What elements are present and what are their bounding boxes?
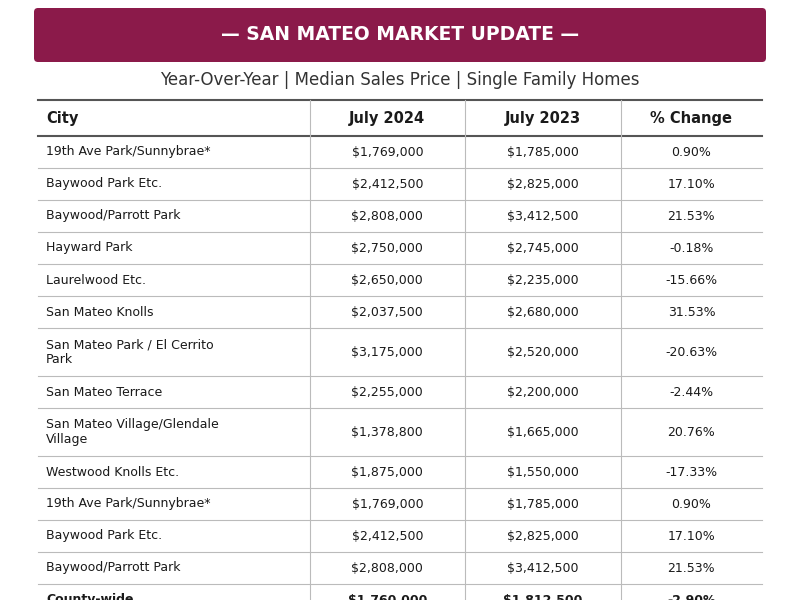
Text: $1,769,000: $1,769,000 (351, 145, 423, 158)
Text: Baywood Park Etc.: Baywood Park Etc. (46, 529, 162, 542)
Text: 21.53%: 21.53% (667, 209, 715, 223)
Text: $1,550,000: $1,550,000 (507, 466, 579, 479)
Text: 17.10%: 17.10% (667, 178, 715, 191)
Text: Baywood/Parrott Park: Baywood/Parrott Park (46, 209, 181, 223)
Text: San Mateo Terrace: San Mateo Terrace (46, 385, 162, 398)
Text: -17.33%: -17.33% (666, 466, 718, 479)
Text: $2,808,000: $2,808,000 (351, 562, 423, 575)
Text: $2,680,000: $2,680,000 (507, 305, 579, 319)
Text: $2,412,500: $2,412,500 (351, 178, 423, 191)
Text: City: City (46, 110, 78, 125)
Text: Park: Park (46, 353, 73, 365)
Text: 19th Ave Park/Sunnybrae*: 19th Ave Park/Sunnybrae* (46, 497, 210, 511)
Text: $3,412,500: $3,412,500 (507, 209, 578, 223)
Text: San Mateo Village/Glendale: San Mateo Village/Glendale (46, 418, 218, 431)
Text: 31.53%: 31.53% (667, 305, 715, 319)
Text: July 2024: July 2024 (350, 110, 426, 125)
Text: Baywood/Parrott Park: Baywood/Parrott Park (46, 562, 181, 575)
Text: San Mateo Park / El Cerrito: San Mateo Park / El Cerrito (46, 338, 214, 351)
Text: San Mateo Knolls: San Mateo Knolls (46, 305, 154, 319)
Text: County-wide: County-wide (46, 593, 134, 600)
Text: $3,175,000: $3,175,000 (351, 346, 423, 358)
Text: Village: Village (46, 433, 88, 446)
Text: 21.53%: 21.53% (667, 562, 715, 575)
Text: July 2023: July 2023 (505, 110, 581, 125)
Text: $2,412,500: $2,412,500 (351, 529, 423, 542)
Text: $2,037,500: $2,037,500 (351, 305, 423, 319)
Text: $1,785,000: $1,785,000 (507, 497, 579, 511)
Text: $2,750,000: $2,750,000 (351, 241, 423, 254)
Text: $1,760,000: $1,760,000 (348, 593, 427, 600)
Text: 20.76%: 20.76% (667, 425, 715, 439)
Text: -2.90%: -2.90% (667, 593, 716, 600)
Text: $2,200,000: $2,200,000 (507, 385, 579, 398)
Text: % Change: % Change (650, 110, 733, 125)
Text: 0.90%: 0.90% (671, 497, 711, 511)
Text: $1,769,000: $1,769,000 (351, 497, 423, 511)
Text: 17.10%: 17.10% (667, 529, 715, 542)
Text: $2,255,000: $2,255,000 (351, 385, 423, 398)
Text: -2.44%: -2.44% (670, 385, 714, 398)
Text: 19th Ave Park/Sunnybrae*: 19th Ave Park/Sunnybrae* (46, 145, 210, 158)
Text: $2,808,000: $2,808,000 (351, 209, 423, 223)
Text: -0.18%: -0.18% (670, 241, 714, 254)
Text: — SAN MATEO MARKET UPDATE —: — SAN MATEO MARKET UPDATE — (221, 25, 579, 44)
Text: $3,412,500: $3,412,500 (507, 562, 578, 575)
Text: -20.63%: -20.63% (666, 346, 718, 358)
Text: Hayward Park: Hayward Park (46, 241, 133, 254)
Text: Year-Over-Year | Median Sales Price | Single Family Homes: Year-Over-Year | Median Sales Price | Si… (160, 71, 640, 89)
Text: $2,650,000: $2,650,000 (351, 274, 423, 286)
FancyBboxPatch shape (34, 8, 766, 62)
Text: $1,875,000: $1,875,000 (351, 466, 423, 479)
Text: $1,665,000: $1,665,000 (507, 425, 579, 439)
Text: Westwood Knolls Etc.: Westwood Knolls Etc. (46, 466, 179, 479)
Text: Laurelwood Etc.: Laurelwood Etc. (46, 274, 146, 286)
Text: Baywood Park Etc.: Baywood Park Etc. (46, 178, 162, 191)
Text: $2,825,000: $2,825,000 (507, 529, 579, 542)
Text: $2,745,000: $2,745,000 (507, 241, 579, 254)
Text: 0.90%: 0.90% (671, 145, 711, 158)
Text: $1,378,800: $1,378,800 (351, 425, 423, 439)
Text: $1,812,500: $1,812,500 (503, 593, 582, 600)
Text: -15.66%: -15.66% (666, 274, 718, 286)
Text: $2,825,000: $2,825,000 (507, 178, 579, 191)
Text: $1,785,000: $1,785,000 (507, 145, 579, 158)
Text: $2,520,000: $2,520,000 (507, 346, 579, 358)
Text: $2,235,000: $2,235,000 (507, 274, 579, 286)
